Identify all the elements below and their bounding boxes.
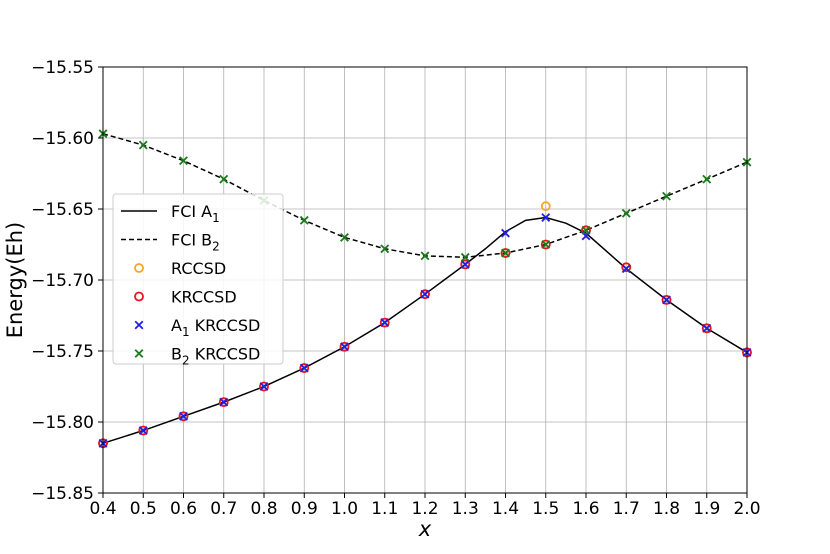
x-tick-label: 0.8 — [250, 499, 277, 519]
legend-marker-swatch — [134, 349, 144, 358]
data-point — [702, 323, 712, 333]
x-tick-label: 0.4 — [89, 499, 116, 519]
axis-ticks: 0.4 0.5 0.6 0.7 0.8 0.9 1.0 1.1 1.2 1.3 1.4 1.5 1.6 1… — [31, 58, 760, 519]
y-tick-label: −15.60 — [31, 129, 94, 149]
legend-marker-swatch — [134, 263, 144, 273]
x-tick-label: 0.6 — [170, 499, 197, 519]
legend: FCI A1 FCI B2 RCCSD KRCCSD A1 KRCCSD B2 KRCCS… — [112, 193, 284, 368]
y-tick-label: −15.70 — [31, 271, 94, 291]
x-tick-label: 1.8 — [653, 499, 680, 519]
x-tick-label: 1.1 — [371, 499, 398, 519]
data-point — [299, 363, 309, 373]
data-point — [138, 140, 148, 150]
data-point — [340, 342, 349, 352]
data-point — [299, 215, 309, 225]
y-tick-label: −15.65 — [31, 200, 94, 220]
legend-label: FCI A1 — [171, 202, 220, 225]
series-4 — [98, 213, 752, 448]
data-point — [541, 240, 551, 249]
data-point — [340, 232, 349, 242]
data-point — [541, 213, 551, 222]
data-point — [460, 252, 470, 262]
data-point — [500, 248, 511, 258]
legend-box — [112, 193, 284, 365]
x-axis-label: x — [418, 517, 432, 541]
legend-label: FCI B2 — [171, 231, 220, 254]
data-point — [339, 341, 350, 352]
data-point — [501, 248, 510, 258]
x-tick-label: 1.6 — [572, 499, 599, 519]
y-tick-label: −15.75 — [31, 342, 94, 362]
x-tick-label: 0.5 — [130, 499, 157, 519]
data-point — [219, 174, 229, 184]
data-point — [380, 244, 390, 254]
legend-label: KRCCSD — [171, 288, 237, 307]
legend-label: A1 KRCCSD — [171, 316, 260, 339]
x-tick-label: 1.3 — [452, 499, 479, 519]
legend-label: B2 KRCCSD — [171, 345, 260, 368]
data-point — [581, 225, 591, 236]
data-point — [179, 411, 188, 421]
data-point — [379, 317, 390, 328]
x-tick-label: 1.4 — [492, 499, 519, 519]
data-point — [540, 239, 551, 250]
data-point — [178, 411, 189, 422]
x-tick-label: 0.9 — [291, 499, 318, 519]
legend-marker-swatch — [134, 320, 144, 330]
x-tick-label: 1.0 — [331, 499, 358, 519]
data-point — [138, 425, 149, 436]
legend-marker-swatch — [134, 291, 144, 302]
x-tick-label: 1.2 — [411, 499, 438, 519]
y-tick-label: −15.80 — [31, 413, 94, 433]
data-point — [259, 381, 269, 392]
data-point — [138, 426, 148, 435]
data-point — [701, 323, 712, 334]
x-tick-label: 1.9 — [693, 499, 720, 519]
data-point — [621, 208, 631, 218]
data-point — [540, 201, 551, 212]
data-point — [420, 289, 430, 300]
data-point — [380, 318, 390, 328]
x-tick-label: 0.7 — [210, 499, 237, 519]
data-point — [460, 259, 470, 269]
data-point — [581, 225, 591, 235]
data-point — [179, 156, 188, 166]
data-point — [661, 294, 672, 305]
x-tick-label: 2.0 — [733, 499, 760, 519]
data-point — [460, 259, 471, 270]
y-tick-label: −15.55 — [31, 58, 94, 78]
data-point — [702, 174, 712, 184]
y-axis-label: Energy(Eh) — [3, 222, 27, 338]
data-point — [420, 289, 430, 299]
legend-label: RCCSD — [171, 259, 226, 278]
x-tick-label: 1.5 — [532, 499, 559, 519]
data-point — [420, 251, 430, 261]
data-point — [299, 363, 310, 373]
data-point — [218, 397, 229, 408]
data-point — [501, 228, 510, 238]
data-point — [219, 397, 229, 407]
x-tick-label: 1.7 — [613, 499, 640, 519]
y-tick-label: −15.85 — [31, 484, 94, 504]
data-point — [621, 262, 632, 273]
data-point — [621, 264, 631, 274]
data-point — [259, 382, 269, 391]
data-point — [662, 295, 671, 305]
data-point — [662, 191, 671, 201]
